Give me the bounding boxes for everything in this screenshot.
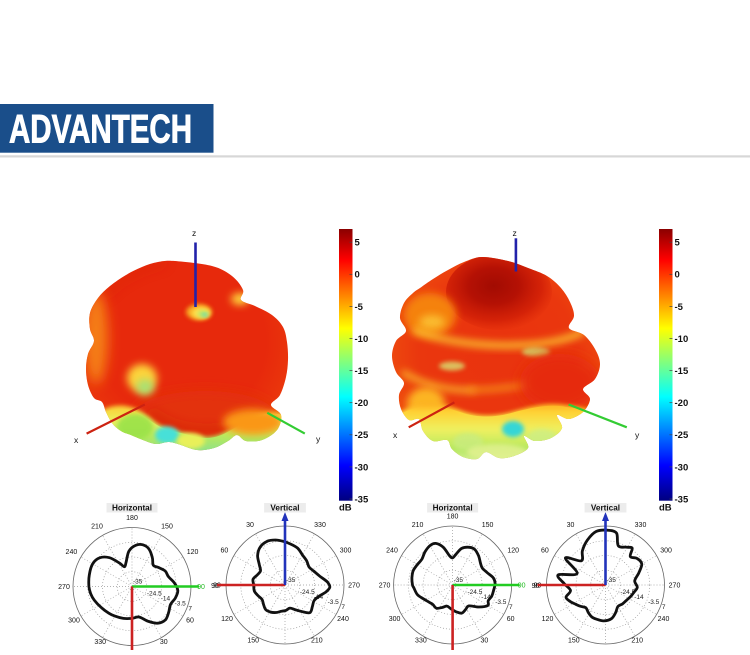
svg-text:120: 120 xyxy=(187,549,199,556)
svg-text:-14: -14 xyxy=(481,594,491,601)
svg-text:-35: -35 xyxy=(133,579,143,586)
svg-text:-3.5: -3.5 xyxy=(648,599,660,606)
svg-text:-35: -35 xyxy=(607,577,617,584)
svg-text:150: 150 xyxy=(482,522,494,529)
svg-text:7: 7 xyxy=(188,606,192,613)
svg-text:270: 270 xyxy=(669,583,681,590)
svg-text:30: 30 xyxy=(246,522,254,529)
svg-text:-35: -35 xyxy=(355,494,369,505)
svg-text:180: 180 xyxy=(126,515,138,522)
svg-text:270: 270 xyxy=(379,583,391,590)
svg-text:300: 300 xyxy=(660,548,672,555)
svg-text:300: 300 xyxy=(389,616,401,623)
svg-text:-24.5: -24.5 xyxy=(300,589,315,596)
svg-text:120: 120 xyxy=(507,548,519,555)
svg-text:-35: -35 xyxy=(286,577,296,584)
svg-text:240: 240 xyxy=(658,616,670,623)
svg-text:7: 7 xyxy=(509,604,513,611)
svg-text:0: 0 xyxy=(675,270,680,281)
svg-text:330: 330 xyxy=(94,639,106,646)
svg-text:240: 240 xyxy=(386,548,398,555)
svg-text:150: 150 xyxy=(161,524,173,531)
svg-text:300: 300 xyxy=(340,548,352,555)
svg-text:Vertical: Vertical xyxy=(270,504,299,513)
svg-text:-3.5: -3.5 xyxy=(328,599,340,606)
svg-text:330: 330 xyxy=(415,638,427,645)
svg-text:dB: dB xyxy=(659,503,672,514)
svg-text:-10: -10 xyxy=(675,334,689,345)
svg-text:270: 270 xyxy=(58,584,70,591)
svg-text:-15: -15 xyxy=(675,366,689,377)
svg-text:210: 210 xyxy=(91,524,103,531)
svg-text:90: 90 xyxy=(211,583,219,590)
svg-text:210: 210 xyxy=(631,638,643,645)
svg-text:7: 7 xyxy=(341,604,345,611)
svg-text:120: 120 xyxy=(542,616,554,623)
svg-text:x: x xyxy=(393,430,398,440)
svg-text:30: 30 xyxy=(160,639,168,646)
svg-text:210: 210 xyxy=(412,522,424,529)
svg-text:330: 330 xyxy=(635,522,647,529)
svg-text:dB: dB xyxy=(339,503,352,514)
svg-text:60: 60 xyxy=(541,548,549,555)
svg-text:-20: -20 xyxy=(675,398,689,409)
svg-text:Vertical: Vertical xyxy=(591,504,620,513)
svg-text:-35: -35 xyxy=(454,577,464,584)
svg-text:150: 150 xyxy=(247,638,259,645)
svg-text:-35: -35 xyxy=(675,494,689,505)
svg-text:300: 300 xyxy=(68,618,80,625)
svg-text:60: 60 xyxy=(186,618,194,625)
svg-text:-14: -14 xyxy=(161,596,171,603)
svg-text:30: 30 xyxy=(481,638,489,645)
svg-text:30: 30 xyxy=(567,522,575,529)
svg-text:90: 90 xyxy=(197,584,205,591)
svg-text:-3.5: -3.5 xyxy=(175,601,187,608)
svg-text:60: 60 xyxy=(221,548,229,555)
svg-text:Horizontal: Horizontal xyxy=(112,504,152,513)
svg-text:-25: -25 xyxy=(675,430,689,441)
svg-text:z: z xyxy=(513,228,517,238)
svg-text:-20: -20 xyxy=(355,398,369,409)
svg-text:-30: -30 xyxy=(675,462,689,473)
svg-text:5: 5 xyxy=(675,238,681,249)
svg-text:-15: -15 xyxy=(355,366,369,377)
svg-text:Horizontal: Horizontal xyxy=(433,504,473,513)
svg-text:-24.5: -24.5 xyxy=(147,591,162,598)
svg-text:0: 0 xyxy=(355,270,360,281)
svg-text:90: 90 xyxy=(532,583,540,590)
svg-text:y: y xyxy=(316,434,321,444)
svg-text:-10: -10 xyxy=(355,334,369,345)
svg-text:150: 150 xyxy=(568,638,580,645)
svg-text:-24.5: -24.5 xyxy=(620,589,635,596)
svg-text:5: 5 xyxy=(355,238,361,249)
svg-text:7: 7 xyxy=(662,604,666,611)
svg-text:210: 210 xyxy=(311,638,323,645)
svg-text:270: 270 xyxy=(348,583,360,590)
svg-text:-14: -14 xyxy=(634,594,644,601)
svg-text:-3.5: -3.5 xyxy=(495,599,507,606)
svg-text:90: 90 xyxy=(518,583,526,590)
svg-text:180: 180 xyxy=(447,514,459,521)
svg-text:-25: -25 xyxy=(355,430,369,441)
svg-text:-30: -30 xyxy=(355,462,369,473)
svg-text:240: 240 xyxy=(66,549,78,556)
svg-text:z: z xyxy=(192,228,196,238)
svg-text:60: 60 xyxy=(507,616,515,623)
svg-text:y: y xyxy=(635,430,640,440)
svg-text:x: x xyxy=(74,435,79,445)
svg-text:330: 330 xyxy=(314,522,326,529)
svg-text:-5: -5 xyxy=(355,302,364,313)
svg-text:-24.5: -24.5 xyxy=(468,589,483,596)
svg-text:240: 240 xyxy=(337,616,349,623)
svg-text:-5: -5 xyxy=(675,302,684,313)
svg-text:ADVANTECH: ADVANTECH xyxy=(9,108,192,152)
svg-text:120: 120 xyxy=(221,616,233,623)
